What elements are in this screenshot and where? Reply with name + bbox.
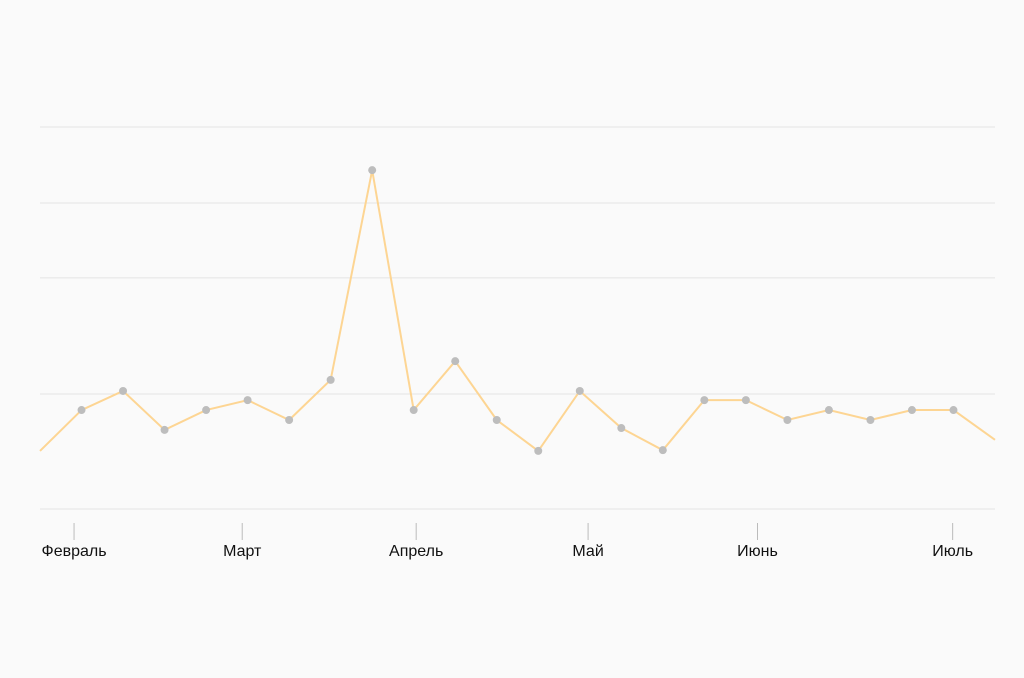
point <box>492 415 501 424</box>
point <box>617 424 626 433</box>
point <box>451 357 460 366</box>
x-tick-label: Май <box>572 543 603 560</box>
point <box>285 415 294 424</box>
x-tick-label: Июль <box>932 543 973 560</box>
line <box>39 169 996 453</box>
point <box>368 166 377 175</box>
point <box>700 396 709 405</box>
point <box>202 406 211 415</box>
point <box>949 406 958 415</box>
point <box>824 406 833 415</box>
point <box>534 446 543 455</box>
x-tick-label: Июнь <box>737 543 778 560</box>
point <box>866 415 875 424</box>
point <box>326 375 335 384</box>
x-tick-label: Апрель <box>389 543 443 560</box>
point <box>575 386 584 395</box>
point <box>119 386 128 395</box>
point <box>409 406 418 415</box>
point <box>160 425 169 434</box>
point <box>77 406 86 415</box>
point <box>907 406 916 415</box>
x-tick-label: Февраль <box>42 543 107 560</box>
x-tick-label: Март <box>223 543 262 560</box>
point <box>741 396 750 405</box>
point <box>783 415 792 424</box>
point <box>658 446 667 455</box>
point <box>243 396 252 405</box>
